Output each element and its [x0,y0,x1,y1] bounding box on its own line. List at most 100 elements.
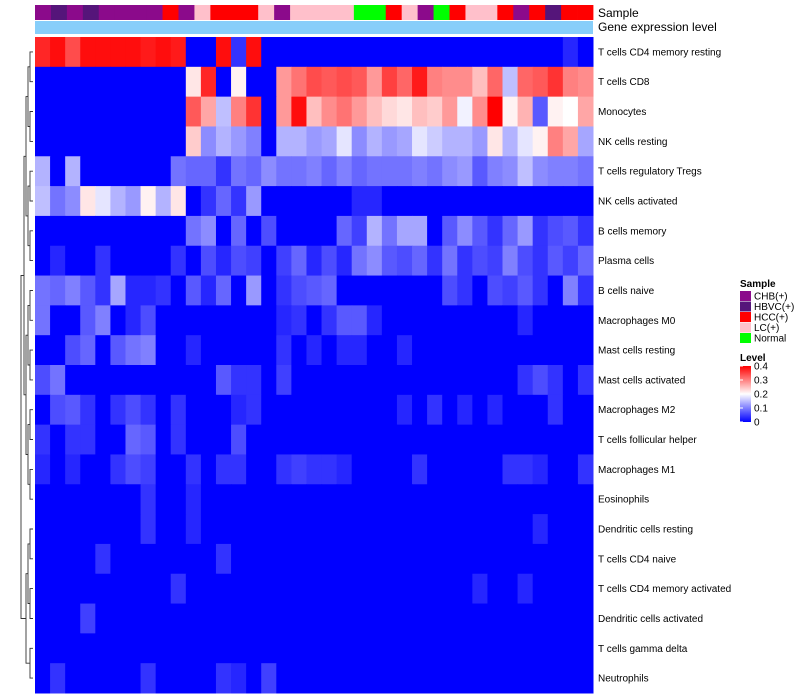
heatmap-cell [155,394,172,426]
heatmap-cell [291,454,307,485]
heatmap-cell [427,37,443,68]
heatmap-cell [457,394,473,426]
heatmap-cell [547,305,564,336]
heatmap-cell [246,96,262,127]
heatmap-cell [261,663,277,694]
heatmap-cell [261,156,277,187]
heatmap-cell [457,96,473,127]
heatmap-cell [577,454,594,485]
heatmap-cell [427,275,443,306]
heatmap-cell [170,37,187,68]
heatmap-cell [276,394,292,426]
heatmap-cell [366,245,383,277]
sample-annotation-cell [529,5,546,20]
heatmap-cell [261,603,277,634]
heatmap-cell [427,335,443,366]
heatmap-cell [155,215,172,247]
heatmap-cell [140,156,157,187]
heatmap-cell [321,484,338,515]
heatmap-cell [502,365,519,396]
heatmap-cell [125,484,142,515]
heatmap-cell [246,186,262,217]
heatmap-cell [547,335,564,366]
heatmap-cell [170,126,187,157]
heatmap-cell [95,275,111,306]
heatmap-cell [517,37,534,68]
heatmap-cell [65,484,81,515]
heatmap-cell [396,275,413,306]
heatmap-cell [396,245,413,277]
heatmap-cell [381,394,398,426]
heatmap-cell [125,603,142,634]
heatmap-cell [381,215,398,247]
heatmap-cell [336,186,353,217]
heatmap-cell [306,96,323,127]
heatmap-cell [291,514,307,545]
heatmap-cell [517,573,534,605]
heatmap-cell [351,245,368,277]
heatmap-cell [487,394,504,426]
heatmap-cell [140,603,157,634]
heatmap-cell [35,37,51,68]
heatmap-cell [170,543,187,575]
heatmap-cell [155,126,172,157]
heatmap-cell [155,663,172,694]
sample-annotation-cell [146,5,163,20]
heatmap-cell [427,66,443,98]
heatmap-cell [306,394,323,426]
sample-annotation-cell [449,5,466,20]
heatmap-cell [110,365,126,396]
heatmap-cell [50,37,66,68]
heatmap-cell [396,66,413,98]
heatmap-cell [155,275,172,306]
heatmap-cell [562,573,579,605]
heatmap-cell [562,454,579,485]
heatmap-cell [472,663,488,694]
heatmap-cell [170,335,187,366]
heatmap-cell [381,275,398,306]
heatmap-cell [276,215,292,247]
heatmap-cell [246,245,262,277]
heatmap-cell [517,186,534,217]
heatmap-cell [170,66,187,98]
sample-annotation-cell [353,5,371,20]
heatmap-cell [185,543,202,575]
heatmap-cell [185,663,202,694]
heatmap-cell [396,215,413,247]
heatmap-cell [170,424,187,455]
heatmap-cell [306,424,323,455]
heatmap-cell [200,543,217,575]
heatmap-cell [246,514,262,545]
heatmap-cell [231,543,247,575]
heatmap-cell [412,245,428,277]
heatmap-cell [261,126,277,157]
heatmap-cell [215,365,232,396]
heatmap-cell [291,305,307,336]
heatmap-cell [412,454,428,485]
heatmap-cell [366,633,383,664]
sample-legend-entry: HBVC(+) [754,302,794,313]
sample-legend-entry: CHB(+) [754,292,788,303]
heatmap-cell [246,126,262,157]
heatmap-cell [276,96,292,127]
heatmap-cell [336,484,353,515]
heatmap-cell [427,305,443,336]
heatmap-cell [517,96,534,127]
heatmap-cell [231,633,247,664]
heatmap-cell [185,186,202,217]
heatmap-cell [487,484,504,515]
heatmap-cell [231,514,247,545]
heatmap-cell [412,156,428,187]
heatmap-cell [502,186,519,217]
sample-annotation-cell [194,5,211,20]
row-label: T cells CD4 naive [598,554,677,565]
heatmap-cell [502,573,519,605]
heatmap-cell [125,633,142,664]
heatmap-cell [200,215,217,247]
heatmap-cell [427,96,443,127]
heatmap-cell [65,633,81,664]
heatmap-cell [396,543,413,575]
gene-expression-track-label: Gene expression level [598,20,717,34]
heatmap-cell [321,66,338,98]
heatmap-cell [261,573,277,605]
